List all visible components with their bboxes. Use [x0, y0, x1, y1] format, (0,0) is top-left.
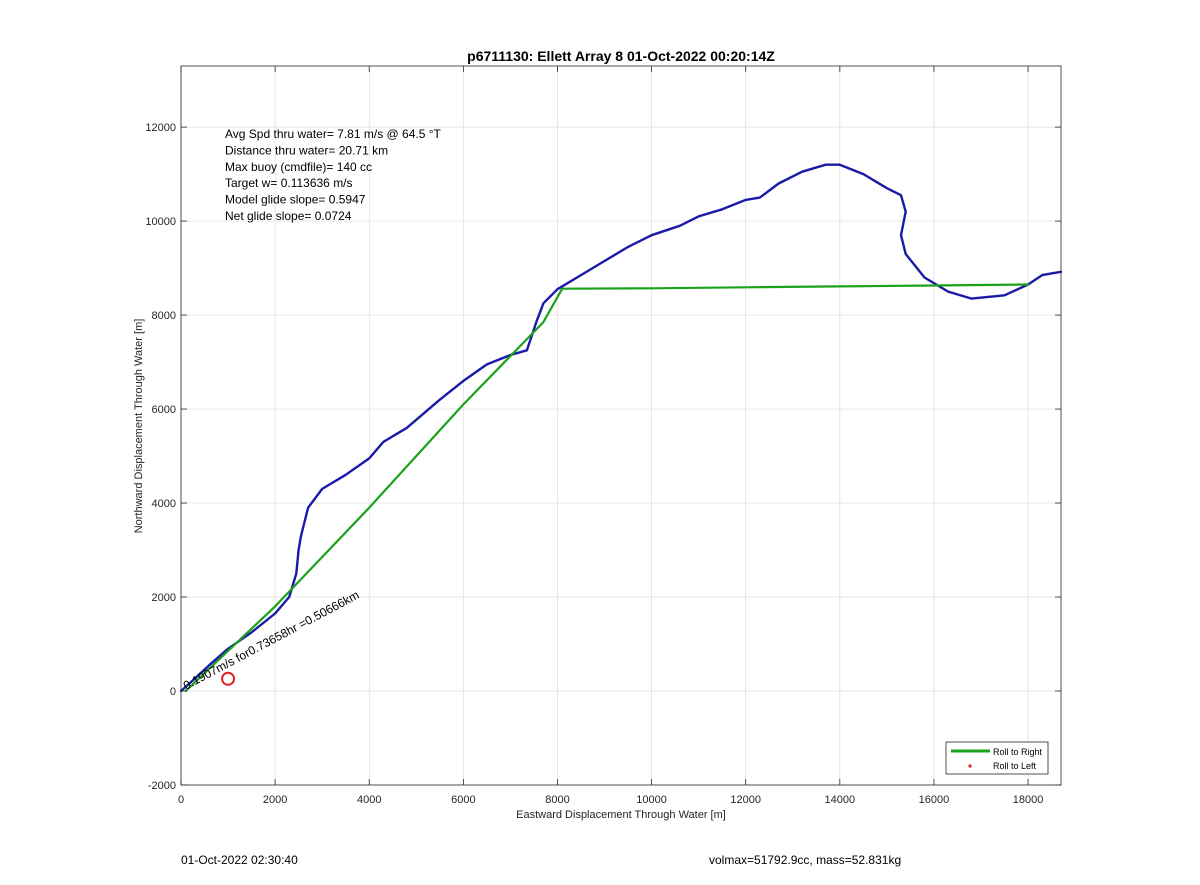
y-axis-label: Northward Displacement Through Water [m]	[133, 319, 145, 534]
chart-title: p6711130: Ellett Array 8 01-Oct-2022 00:…	[467, 48, 775, 64]
annotation-line: Avg Spd thru water= 7.81 m/s @ 64.5 °T	[225, 127, 442, 141]
x-tick-label: 0	[178, 794, 184, 806]
y-tick-label: 4000	[152, 498, 176, 510]
series-layer	[179, 163, 1063, 693]
track-line	[179, 163, 1063, 693]
start-marker	[221, 671, 236, 686]
legend-swatch-roll-left	[968, 764, 972, 768]
y-tick-label: 10000	[145, 216, 176, 228]
plot-frame	[180, 65, 1062, 786]
y-tick-label: -2000	[148, 780, 176, 792]
legend-box	[945, 741, 1049, 775]
x-tick-label: 12000	[730, 794, 761, 806]
x-tick-label: 10000	[636, 794, 667, 806]
annotation-line: Distance thru water= 20.71 km	[225, 143, 388, 157]
y-tick-label: 6000	[152, 404, 176, 416]
annotation-line: Max buoy (cmdfile)= 140 cc	[225, 160, 372, 174]
legend-label-roll-right: Roll to Right	[993, 747, 1043, 757]
annotation-line: Net glide slope= 0.0724	[225, 209, 352, 223]
annotation-line: Target w= 0.113636 m/s	[225, 176, 353, 190]
x-tick-label: 8000	[545, 794, 569, 806]
marker-layer	[221, 671, 236, 686]
x-tick-label: 18000	[1013, 794, 1044, 806]
annotation-block: Avg Spd thru water= 7.81 m/s @ 64.5 °T Di…	[225, 127, 442, 223]
ticks-layer: 0 2000 4000 6000 8000 10000 12000 14000 16000 180…	[145, 66, 1061, 806]
current-label: 0.1907m/s for0.73658hr =0.50666km	[181, 588, 362, 693]
y-tick-label: 12000	[145, 122, 176, 134]
x-tick-label: 4000	[357, 794, 381, 806]
grid-layer	[180, 66, 1061, 786]
footer-vehicle-info: volmax=51792.9cc, mass=52.831kg	[709, 853, 902, 867]
x-axis-label: Eastward Displacement Through Water [m]	[516, 809, 726, 821]
legend-label-roll-left: Roll to Left	[993, 761, 1037, 771]
legend: Roll to Right Roll to Left	[945, 741, 1049, 775]
y-tick-label: 8000	[152, 310, 176, 322]
x-tick-label: 2000	[263, 794, 287, 806]
roll-right-line	[184, 283, 1030, 693]
x-tick-label: 14000	[825, 794, 856, 806]
annotation-line: Model glide slope= 0.5947	[225, 193, 366, 207]
y-tick-label: 2000	[152, 592, 176, 604]
x-tick-label: 16000	[919, 794, 950, 806]
x-tick-label: 6000	[451, 794, 475, 806]
footer-timestamp: 01-Oct-2022 02:30:40	[181, 853, 298, 867]
y-tick-label: 0	[170, 686, 176, 698]
